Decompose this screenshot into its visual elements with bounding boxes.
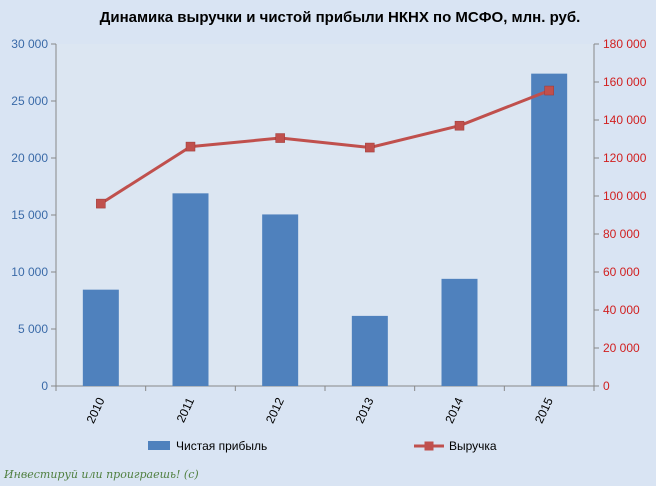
y-left-tick-label: 20 000	[11, 151, 48, 165]
y-right-tick-label: 180 000	[603, 37, 647, 51]
legend: Чистая прибыль Выручка	[148, 439, 497, 453]
plot-area	[56, 44, 594, 386]
y-right-tick-label: 60 000	[603, 265, 640, 279]
x-tick-label: 2013	[353, 395, 377, 425]
y-right-tick-label: 140 000	[603, 113, 647, 127]
revenue-line	[96, 85, 554, 209]
bar-2011	[172, 193, 209, 386]
y-right-tick-label: 0	[603, 379, 610, 393]
y-left-tick-label: 25 000	[11, 94, 48, 108]
bar-2014	[441, 278, 478, 386]
y-right-tick-label: 100 000	[603, 189, 647, 203]
revenue-marker-2011	[185, 141, 196, 152]
revenue-marker-2012	[275, 133, 285, 143]
x-tick-label: 2014	[442, 395, 466, 425]
revenue-marker-2014	[454, 120, 465, 131]
legend-label-profit: Чистая прибыль	[176, 439, 267, 453]
legend-label-revenue: Выручка	[449, 439, 497, 453]
x-tick-label: 2010	[84, 395, 108, 425]
revenue-marker-2010	[96, 198, 106, 209]
y-right-tick-label: 160 000	[603, 75, 647, 89]
y-left-tick-label: 5 000	[18, 322, 48, 336]
legend-swatch-profit	[148, 441, 170, 450]
y-left-tick-label: 30 000	[11, 37, 48, 51]
y-left-tick-label: 10 000	[11, 265, 48, 279]
y-right-tick-label: 120 000	[603, 151, 647, 165]
x-tick-label: 2011	[174, 395, 198, 425]
watermark: Инвестируй или проиграешь! (с)	[4, 468, 199, 481]
y-right-tick-label: 80 000	[603, 227, 640, 241]
y-right-tick-label: 20 000	[603, 341, 640, 355]
revenue-marker-2013	[365, 142, 375, 153]
bars	[82, 73, 568, 386]
y-left-tick-label: 0	[41, 379, 48, 393]
chart-title: Динамика выручки и чистой прибыли НКНХ п…	[100, 9, 581, 26]
x-tick-label: 2012	[263, 395, 287, 425]
y-right-tick-label: 40 000	[603, 303, 640, 317]
bar-2012	[262, 214, 299, 386]
revenue-marker-2015	[544, 85, 554, 96]
y-left-tick-label: 15 000	[11, 208, 48, 222]
bar-2013	[351, 315, 388, 386]
x-tick-label: 2015	[532, 395, 556, 425]
bar-2015	[531, 73, 568, 386]
revenue-polyline	[100, 89, 550, 205]
bar-2010	[82, 289, 119, 386]
legend-swatch-revenue-marker	[424, 441, 434, 451]
